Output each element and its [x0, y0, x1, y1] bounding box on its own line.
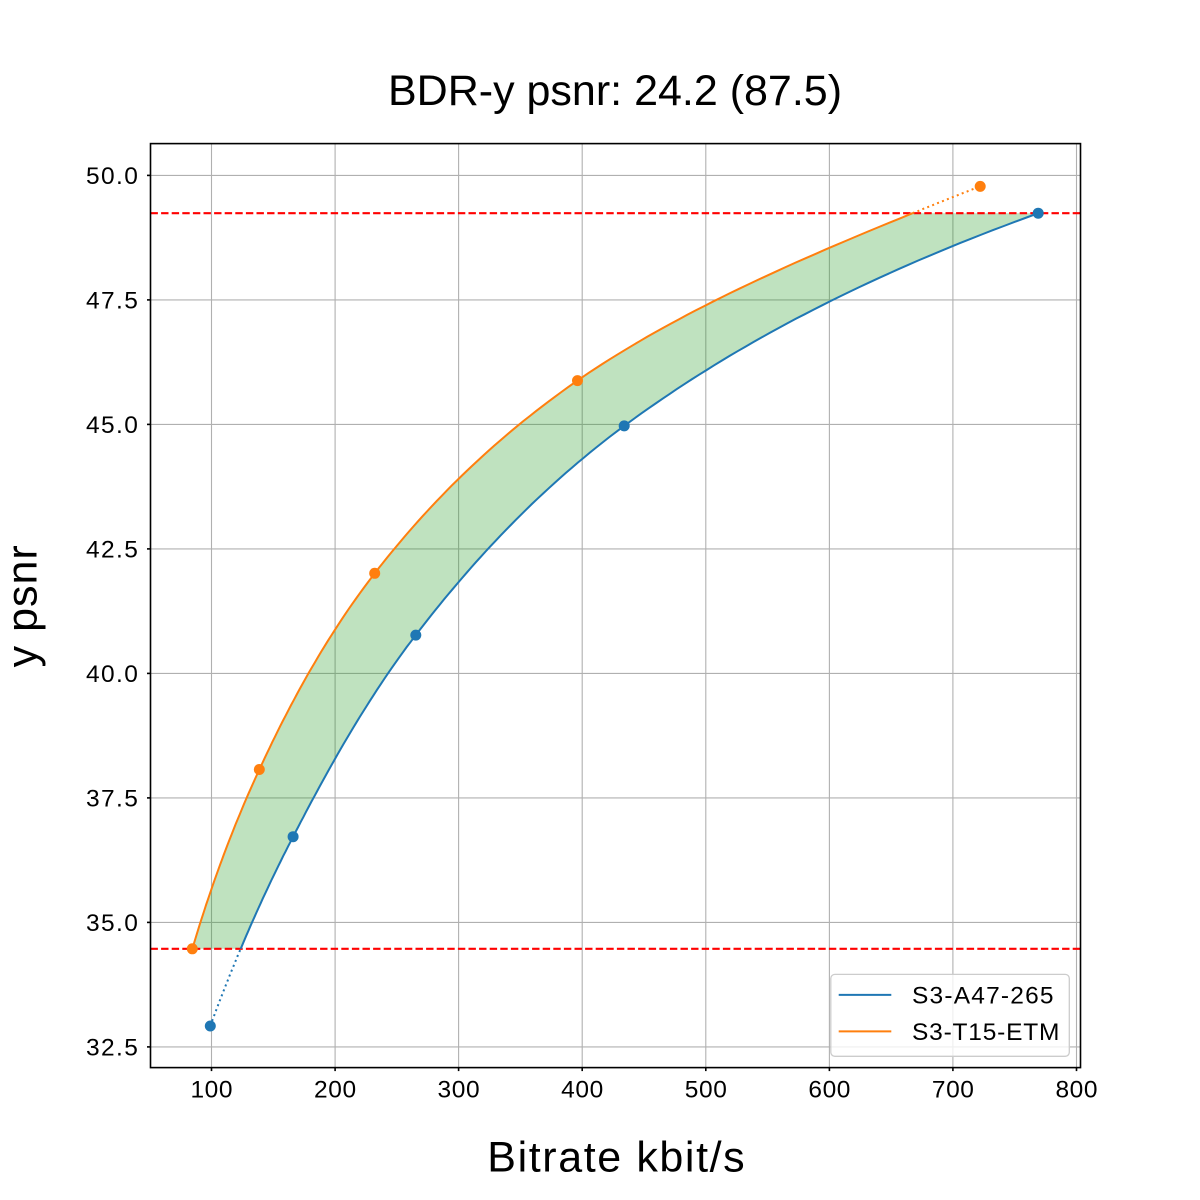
svg-text:500: 500 [685, 1077, 728, 1104]
svg-text:600: 600 [808, 1077, 851, 1104]
svg-text:S3-A47-265: S3-A47-265 [912, 982, 1055, 1009]
svg-text:S3-T15-ETM: S3-T15-ETM [912, 1019, 1060, 1046]
svg-text:800: 800 [1055, 1077, 1098, 1104]
svg-text:40.0: 40.0 [86, 661, 139, 688]
svg-text:45.0: 45.0 [86, 412, 139, 439]
svg-text:y psnr: y psnr [0, 544, 47, 667]
svg-text:700: 700 [932, 1077, 975, 1104]
svg-text:Bitrate kbit/s: Bitrate kbit/s [487, 1134, 746, 1182]
svg-text:BDR-y psnr: 24.2 (87.5): BDR-y psnr: 24.2 (87.5) [388, 67, 842, 115]
svg-text:47.5: 47.5 [86, 288, 139, 315]
svg-text:35.0: 35.0 [86, 910, 139, 937]
svg-text:37.5: 37.5 [86, 786, 139, 813]
svg-text:32.5: 32.5 [86, 1035, 139, 1062]
svg-text:200: 200 [314, 1077, 357, 1104]
svg-text:100: 100 [190, 1077, 233, 1104]
svg-text:50.0: 50.0 [86, 163, 139, 190]
svg-text:400: 400 [561, 1077, 604, 1104]
svg-text:42.5: 42.5 [86, 537, 139, 564]
svg-text:300: 300 [438, 1077, 481, 1104]
